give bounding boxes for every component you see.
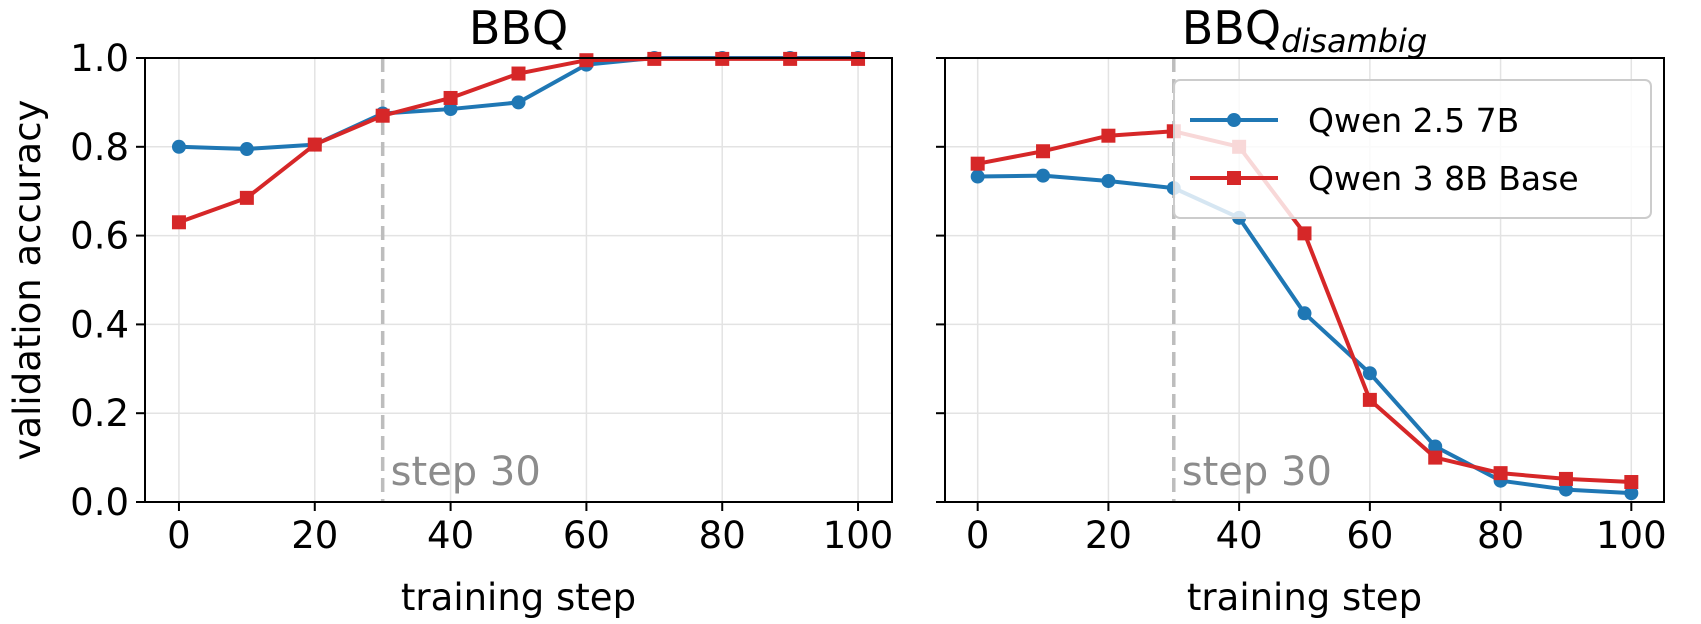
- legend-entry: Qwen 3 8B Base: [1308, 159, 1579, 198]
- panel-title: BBQ: [469, 1, 568, 55]
- legend: Qwen 2.5 7B Qwen 3 8B Base: [1173, 79, 1652, 219]
- data-point-qwen-2-5-7b: [1036, 168, 1051, 183]
- chart-panel-bbq-disambig: 0 20 40 60 80 100 step 30 BBQdisambig training s…: [936, 1, 1667, 619]
- x-tick-label: 40: [1216, 514, 1263, 557]
- data-point-qwen-2-5-7b: [511, 95, 526, 110]
- x-tick-label: 100: [1596, 514, 1667, 557]
- x-tick-label: 0: [966, 514, 990, 557]
- axes-frame: [944, 57, 1665, 503]
- data-point-qwen-2-5-7b: [1558, 482, 1573, 497]
- panel-title-main: BBQ: [1182, 1, 1281, 55]
- legend-box: [1173, 79, 1652, 219]
- data-point-qwen-3-8b-base: [970, 156, 985, 171]
- y-tick-label: 0.8: [70, 126, 129, 169]
- series-line-qwen-2-5-7b: [977, 173, 1632, 496]
- step-30-label: step 30: [391, 449, 541, 495]
- data-point-qwen-3-8b-base: [1624, 475, 1639, 490]
- y-tick-label: 0.0: [70, 481, 129, 524]
- data-point-qwen-2-5-7b: [970, 169, 985, 184]
- data-point-qwen-3-8b-base: [1493, 466, 1508, 481]
- data-point-qwen-3-8b-base: [239, 190, 254, 205]
- panel-title: BBQdisambig: [1182, 1, 1428, 60]
- data-point-qwen-3-8b-base: [1362, 392, 1377, 407]
- series-line-qwen-3-8b-base: [178, 56, 859, 225]
- x-tick-label: 20: [291, 514, 338, 557]
- data-point-qwen-2-5-7b: [1297, 306, 1312, 321]
- legend-entry: Qwen 2.5 7B: [1308, 101, 1519, 140]
- x-tick-label: 80: [1477, 514, 1524, 557]
- x-axis-label: training step: [401, 576, 636, 619]
- data-point-qwen-3-8b-base: [511, 66, 526, 81]
- data-point-qwen-3-8b-base: [1297, 226, 1312, 241]
- legend-marker: [1227, 171, 1241, 185]
- x-tick-label: 80: [699, 514, 746, 557]
- y-tick-label: 1.0: [70, 37, 129, 80]
- data-point-qwen-2-5-7b: [1428, 439, 1443, 454]
- data-point-qwen-3-8b-base: [307, 137, 322, 152]
- legend-marker: [1227, 113, 1241, 127]
- data-point-qwen-3-8b-base: [171, 215, 186, 230]
- y-axis-label: validation accuracy: [6, 100, 49, 461]
- x-tick-label: 40: [427, 514, 474, 557]
- panel-title-main: BBQ: [469, 1, 568, 55]
- x-tick-label: 100: [823, 514, 894, 557]
- data-point-qwen-2-5-7b: [239, 142, 254, 157]
- data-point-qwen-3-8b-base: [1428, 450, 1443, 465]
- data-point-qwen-2-5-7b: [443, 102, 458, 117]
- data-point-qwen-3-8b-base: [1101, 128, 1116, 143]
- x-tick-label: 60: [563, 514, 610, 557]
- y-tick-label: 0.6: [70, 215, 129, 258]
- y-tick-label: 0.2: [70, 392, 129, 435]
- data-point-qwen-3-8b-base: [579, 53, 594, 68]
- x-tick-label: 0: [167, 514, 191, 557]
- data-point-qwen-2-5-7b: [1624, 486, 1639, 501]
- data-point-qwen-2-5-7b: [1362, 366, 1377, 381]
- data-point-qwen-2-5-7b: [171, 139, 186, 154]
- data-point-qwen-3-8b-base: [443, 90, 458, 105]
- data-point-qwen-3-8b-base: [1558, 471, 1573, 486]
- axes-frame: [144, 57, 893, 503]
- panel-title-subscript: disambig: [1281, 22, 1427, 60]
- y-tick-label: 0.4: [70, 303, 129, 346]
- data-point-qwen-3-8b-base: [1036, 144, 1051, 159]
- x-axis-label: training step: [1187, 576, 1422, 619]
- x-tick-label: 60: [1346, 514, 1393, 557]
- x-tick-label: 20: [1085, 514, 1132, 557]
- step-30-label: step 30: [1182, 449, 1332, 495]
- chart-panel-bbq: 0 20 40 60 80 100 0.0 0.2 0.4 0.6 0.8 1.0 step 30 BBQ…: [6, 1, 893, 619]
- data-point-qwen-3-8b-base: [375, 108, 390, 123]
- data-point-qwen-2-5-7b: [1101, 173, 1116, 188]
